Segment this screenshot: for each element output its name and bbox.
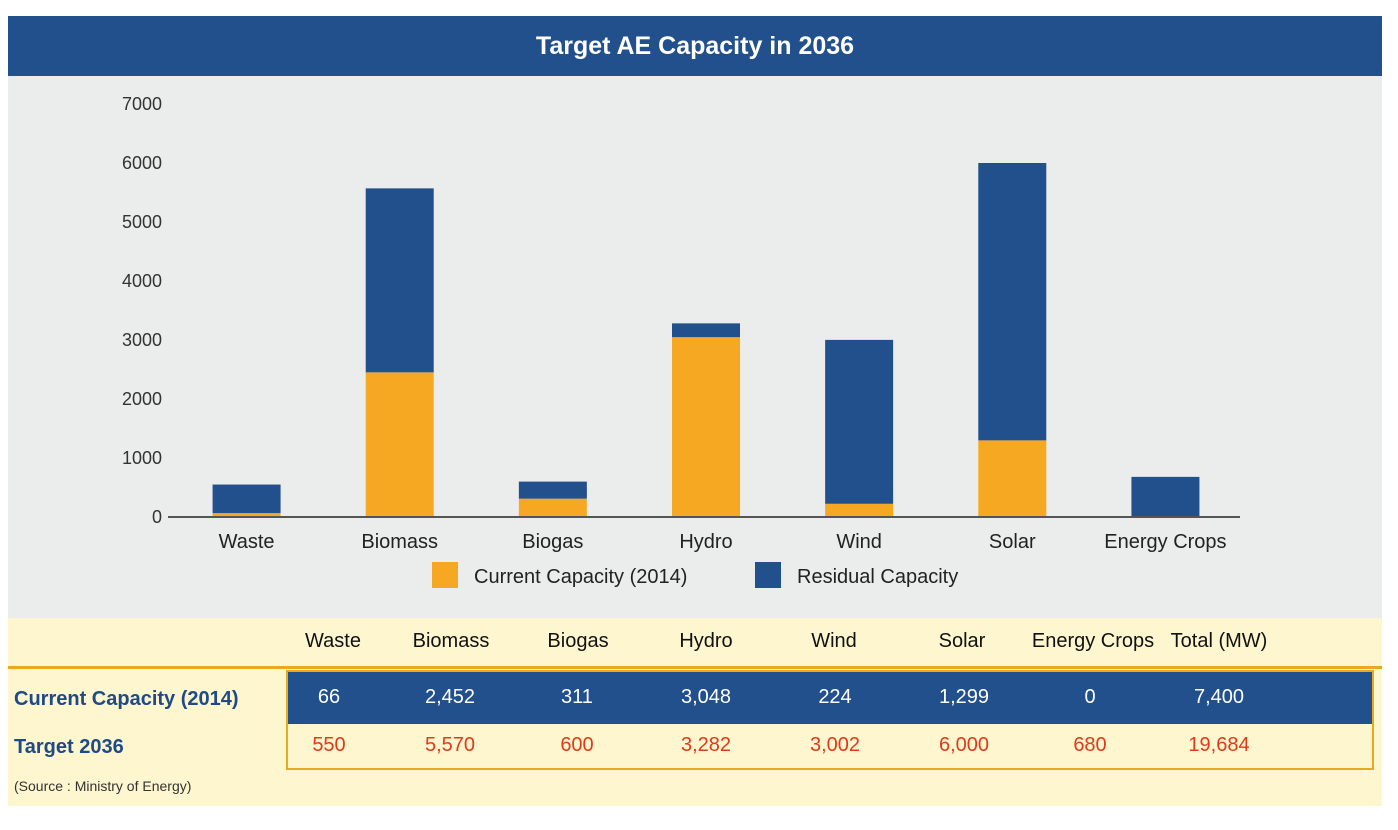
cell-current-biogas: 311 [561,686,593,708]
header-biogas: Biogas [547,630,609,652]
x-category-label: Hydro [679,531,732,553]
table-data-box: 66 2,452 311 3,048 224 1,299 0 7,400 550… [286,670,1374,770]
bar-residual-capacity [978,163,1047,441]
header-biomass: Biomass [412,630,490,652]
y-tick-label: 3000 [122,330,162,350]
table-row-target: 550 5,570 600 3,282 3,002 6,000 680 19,6… [288,724,1372,770]
header-energy-crops: Energy Crops [1031,630,1155,652]
cell-target-solar: 6,000 [938,734,990,756]
y-tick-label: 0 [152,507,162,527]
chart-panel: Target AE Capacity in 2036 0 1000 2000 3000… [8,16,1382,806]
bar-current-capacity [212,513,281,517]
row-label-current: Current Capacity (2014) [14,688,239,710]
x-category-label: Wind [836,531,882,553]
y-tick-label: 2000 [122,389,162,409]
source-note: (Source : Ministry of Energy) [14,778,192,794]
cell-current-energy-crops: 0 [1084,686,1096,708]
x-category-label: Biogas [522,531,583,553]
x-category-label: Biomass [361,531,438,553]
cell-target-biogas: 600 [560,734,594,756]
bar-residual-capacity [672,323,740,338]
chart-title: Target AE Capacity in 2036 [535,31,855,60]
bar-residual-capacity [825,339,894,504]
bar-residual-capacity [365,188,434,373]
cell-current-total: 7,400 [1193,686,1245,708]
bar-current-capacity [365,372,434,517]
bar-residual-capacity [212,484,281,514]
cell-target-waste: 550 [312,734,346,756]
cell-current-biomass: 2,452 [424,686,476,708]
header-total: Total (MW) [1170,630,1268,652]
cell-target-energy-crops: 680 [1073,734,1107,756]
y-tick-label: 4000 [122,271,162,291]
cell-current-solar: 1,299 [938,686,990,708]
capacity-table: Waste Biomass Biogas Hydro Wind Solar En… [8,618,1382,806]
y-tick-label: 1000 [122,448,162,468]
header-wind: Wind [811,630,857,652]
stacked-bar-chart: 0 1000 2000 3000 4000 5000 6000 7000 Waste Biomas… [122,94,1240,588]
legend-swatch [432,562,458,588]
x-category-label: Waste [219,531,275,553]
header-solar: Solar [938,630,986,652]
bar-current-capacity [825,503,894,517]
y-tick-label: 7000 [122,94,162,114]
cell-current-wind: 224 [818,686,852,708]
x-category-label: Energy Crops [1104,531,1226,553]
cell-current-hydro: 3,048 [680,686,732,708]
bar-residual-capacity [518,481,587,499]
cell-current-waste: 66 [317,686,341,708]
header-hydro: Hydro [679,630,733,652]
x-category-label: Solar [989,531,1036,553]
cell-target-wind: 3,002 [809,734,861,756]
legend-label: Current Capacity (2014) [474,566,687,588]
bar-current-capacity [672,337,740,517]
cell-target-hydro: 3,282 [680,734,732,756]
row-label-target: Target 2036 [14,736,124,758]
cell-target-biomass: 5,570 [424,734,476,756]
legend-label: Residual Capacity [797,566,958,588]
title-bar: Target AE Capacity in 2036 [8,16,1382,76]
cell-target-total: 19,684 [1188,734,1250,756]
y-tick-label: 6000 [122,153,162,173]
bar-current-capacity [978,440,1047,517]
header-waste: Waste [305,630,361,652]
bar-residual-capacity [1131,476,1200,517]
y-tick-label: 5000 [122,212,162,232]
table-header: Waste Biomass Biogas Hydro Wind Solar En… [8,618,1382,669]
legend-swatch [755,562,781,588]
bar-current-capacity [518,498,587,517]
table-row-current: 66 2,452 311 3,048 224 1,299 0 7,400 [288,672,1372,724]
